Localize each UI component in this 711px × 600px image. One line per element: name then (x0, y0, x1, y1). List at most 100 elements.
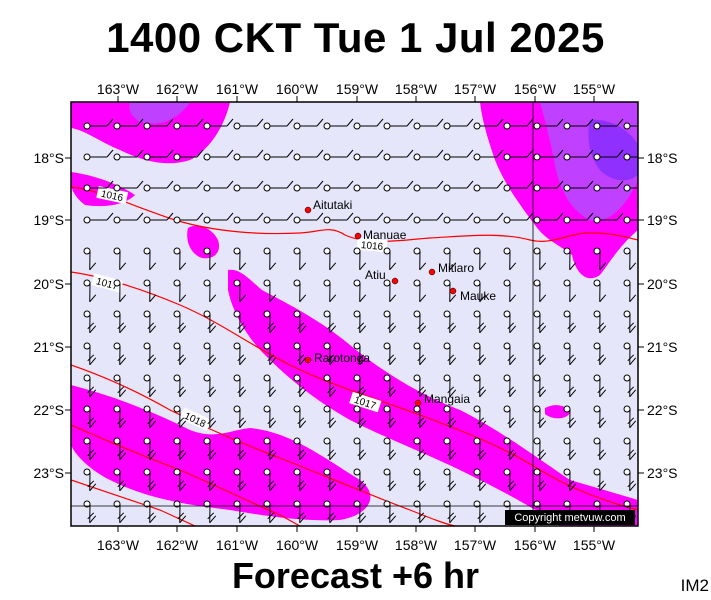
wind-barb (383, 468, 397, 492)
wind-barb (563, 405, 577, 429)
wind-barb (533, 247, 547, 271)
wind-barb (263, 279, 277, 303)
lon-label: 158°W (395, 537, 438, 553)
wind-barb (623, 122, 638, 130)
wind-barb (443, 180, 474, 192)
lat-label: 22°S (647, 402, 678, 418)
wind-barb (413, 310, 427, 334)
wind-barb (143, 180, 174, 192)
lat-label: 20°S (33, 276, 64, 292)
wind-barb (293, 279, 307, 303)
wind-barb (173, 310, 187, 334)
wind-barb (263, 149, 294, 161)
place-aitutaki: Aitutaki (304, 198, 352, 214)
wind-barb (113, 468, 127, 492)
wind-barb (83, 405, 97, 429)
wind-barb (383, 279, 397, 303)
wind-barb (83, 342, 97, 366)
wind-barb (353, 118, 384, 130)
lon-label: 161°W (216, 537, 259, 553)
wind-barb (233, 374, 247, 398)
wind-barb (443, 247, 457, 271)
wind-barb (83, 118, 114, 130)
wind-barb (323, 342, 337, 366)
wind-barb (143, 342, 157, 366)
wind-barb (83, 310, 97, 334)
wind-barb (563, 437, 577, 461)
wind-barb (563, 180, 594, 192)
wind-barb (533, 212, 564, 224)
wind-barb (323, 500, 337, 524)
wind-barb (323, 310, 337, 334)
place-mauke: Mauke (449, 287, 496, 303)
wind-barb (443, 437, 457, 461)
lon-label: 155°W (573, 81, 616, 97)
isobar-1019b (71, 479, 196, 526)
rain-band-central (228, 269, 638, 526)
wind-barb (263, 405, 277, 429)
axis-ticks (65, 96, 644, 532)
wind-barb (323, 149, 354, 161)
wind-barb (563, 468, 577, 492)
wind-barb (293, 310, 307, 334)
wind-barb (83, 374, 97, 398)
wind-barb (563, 212, 594, 224)
wind-barb (623, 247, 637, 271)
wind-barb (203, 405, 217, 429)
wind-barb (233, 279, 247, 303)
lon-label: 156°W (514, 81, 557, 97)
svg-text:Mangaia: Mangaia (424, 392, 470, 406)
svg-text:Mauke: Mauke (460, 289, 496, 303)
wind-barb (233, 468, 247, 492)
wind-barb (203, 279, 217, 303)
wind-barb (233, 500, 247, 524)
wind-barb (623, 468, 637, 492)
isobar-label: 1016 (360, 240, 384, 253)
wind-barb (323, 279, 337, 303)
wind-barb (533, 405, 547, 429)
wind-barb (173, 468, 187, 492)
wind-barb (173, 437, 187, 461)
wind-barb (353, 247, 367, 271)
wind-barb (353, 149, 384, 161)
wind-barb (143, 279, 157, 303)
wind-barb (443, 468, 457, 492)
lon-label: 156°W (514, 537, 557, 553)
wind-barb (173, 118, 204, 130)
svg-text:Manuae: Manuae (363, 228, 407, 242)
wind-barb (263, 310, 277, 334)
wind-barb (443, 310, 457, 334)
wind-barb (413, 405, 427, 429)
wind-barb (503, 279, 517, 303)
wind-barb (413, 247, 427, 271)
wind-barb (323, 247, 337, 271)
wind-barb (143, 118, 174, 130)
wind-barb (533, 342, 547, 366)
place-mitiaro: Mitiaro (428, 261, 474, 276)
wind-barb (593, 405, 607, 429)
wind-barb (443, 212, 474, 224)
wind-barb (113, 310, 127, 334)
wind-barb (203, 149, 234, 161)
wind-barb (443, 118, 474, 130)
wind-barb (143, 247, 157, 271)
wind-barb (473, 405, 487, 429)
lon-label: 159°W (336, 81, 379, 97)
wind-barb (143, 374, 157, 398)
lon-label: 157°W (454, 81, 497, 97)
place-rarotonga: Rarotonga (304, 351, 370, 365)
wind-barb (623, 405, 637, 429)
wind-barb (293, 374, 307, 398)
wind-barb (533, 374, 547, 398)
svg-text:Rarotonga: Rarotonga (314, 351, 370, 365)
wind-barb (533, 437, 547, 461)
lat-label: 21°S (647, 339, 678, 355)
wind-barb (623, 437, 637, 461)
wind-barb (383, 500, 397, 524)
wind-barb (563, 342, 577, 366)
wind-barb (473, 468, 487, 492)
lat-label: 18°S (647, 150, 678, 166)
wind-barb (353, 279, 367, 303)
wind-barb (383, 405, 397, 429)
wind-barb (113, 437, 127, 461)
